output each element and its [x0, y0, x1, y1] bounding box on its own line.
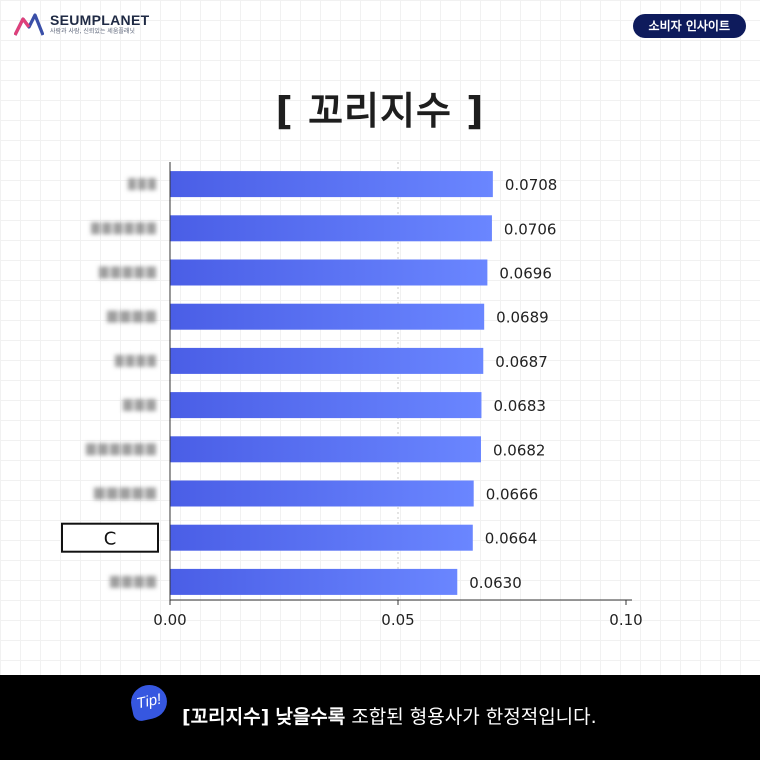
bar: [170, 215, 492, 242]
blurred-category-label: [128, 178, 156, 191]
x-tick-label: 0.00: [153, 611, 186, 629]
bar: [170, 259, 488, 286]
bar-chart: 0.0708 0.0706 0.0696 0.0689 0.0687 0.0683 0.06…: [61, 162, 643, 629]
blurred-category-label: [110, 575, 156, 588]
footer-text: [꼬리지수] 낮을수록 조합된 형용사가 한정적입니다.: [182, 705, 597, 729]
footer-rest: 조합된 형용사가 한정적입니다.: [351, 706, 597, 728]
footer-term: [꼬리지수]: [182, 706, 270, 728]
blurred-category-label: [123, 399, 156, 412]
x-tick-label: 0.10: [609, 611, 642, 629]
tip-badge: Tip!: [127, 681, 171, 723]
category-label: C: [104, 529, 117, 550]
blurred-category-label: [99, 266, 156, 279]
bar-value-label: 0.0689: [496, 309, 548, 327]
blurred-category-label: [107, 310, 156, 323]
bar-value-label: 0.0696: [499, 265, 551, 283]
logo-name: SEUMPLANET: [50, 11, 150, 28]
x-tick-label: 0.05: [381, 611, 414, 629]
bar: [170, 171, 493, 198]
bar: [170, 524, 473, 551]
logo-mark-icon: [14, 13, 44, 36]
logo: SEUMPLANET 사람과 사람, 신뢰있는 세움플래닛: [14, 12, 149, 36]
bar-value-label: 0.0706: [504, 220, 557, 238]
bar-value-label: 0.0683: [493, 397, 546, 415]
blurred-category-label: [94, 487, 156, 500]
logo-tagline: 사람과 사람, 신뢰있는 세움플래닛: [50, 27, 135, 35]
bar-value-label: 0.0708: [505, 176, 558, 194]
blurred-category-label: [91, 222, 156, 235]
blurred-category-label: [115, 354, 156, 367]
footer-banner: Tip! [꼬리지수] 낮을수록 조합된 형용사가 한정적입니다.: [0, 675, 760, 760]
bar-value-label: 0.0666: [486, 486, 539, 504]
bar: [170, 568, 458, 595]
bar: [170, 392, 482, 419]
bar-value-label: 0.0664: [485, 530, 538, 548]
category-badge: 소비자 인사이트: [632, 14, 746, 38]
bar-value-label: 0.0630: [469, 574, 522, 592]
blurred-category-label: [86, 443, 156, 456]
bar: [170, 303, 485, 330]
footer-emphasis: 낮을수록: [275, 706, 346, 728]
highlight-label-box: [61, 522, 159, 553]
bar: [170, 347, 484, 374]
page-title: [ 꼬리지수 ]: [275, 89, 485, 133]
bar-value-label: 0.0682: [493, 441, 546, 459]
bar-value-label: 0.0687: [495, 353, 547, 371]
bar: [170, 480, 474, 507]
bar: [170, 436, 481, 463]
